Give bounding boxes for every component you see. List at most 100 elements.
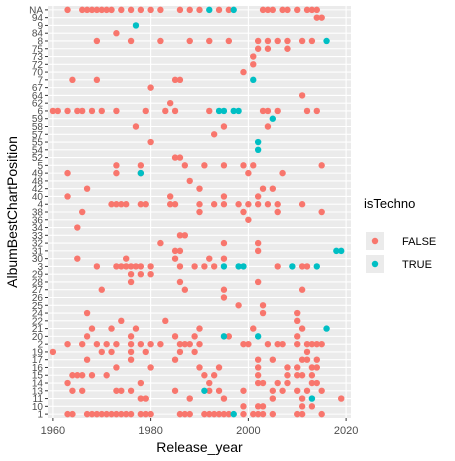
data-point	[220, 333, 228, 340]
data-point	[191, 333, 198, 340]
data-point	[108, 201, 115, 208]
data-point	[240, 403, 247, 410]
data-point	[137, 379, 145, 387]
data-point	[79, 372, 86, 379]
data-point	[83, 333, 91, 340]
data-point	[250, 76, 257, 84]
data-point	[191, 348, 198, 356]
x-tick-label: 1960	[41, 425, 65, 437]
y-tick-label: 11	[33, 394, 44, 405]
data-point	[79, 107, 86, 115]
data-point	[113, 201, 120, 208]
y-tick-label: 27	[32, 285, 44, 296]
data-point	[289, 263, 296, 270]
y-tick-label: 48	[32, 176, 44, 187]
data-point	[176, 154, 184, 161]
data-point	[69, 387, 76, 394]
data-point	[142, 410, 149, 418]
data-point	[284, 45, 291, 52]
data-point	[83, 6, 91, 14]
data-point	[103, 6, 110, 14]
data-point	[196, 6, 203, 14]
data-point	[79, 6, 86, 14]
data-points	[49, 6, 345, 418]
y-axis-ticks: 1101113141516171922021222425262728293303…	[29, 5, 48, 421]
data-point	[181, 162, 189, 169]
data-point	[181, 286, 189, 293]
data-point	[127, 37, 135, 45]
x-tick-label: 2020	[334, 425, 358, 437]
data-point	[137, 263, 145, 270]
data-point	[113, 340, 120, 348]
data-point	[83, 309, 91, 317]
data-point	[254, 239, 262, 247]
data-point	[147, 138, 154, 146]
data-point	[225, 333, 233, 340]
data-point	[269, 410, 277, 418]
y-tick-label: 64	[32, 91, 44, 102]
data-point	[298, 201, 306, 208]
data-point	[118, 317, 125, 325]
data-point	[284, 37, 291, 45]
data-point	[235, 263, 242, 270]
data-point	[137, 6, 145, 14]
data-point	[74, 255, 81, 262]
data-point	[220, 286, 228, 293]
data-point	[220, 410, 228, 418]
data-point	[127, 333, 135, 340]
data-point	[264, 37, 272, 45]
data-point	[127, 348, 135, 356]
data-point	[298, 92, 306, 99]
data-point	[206, 255, 213, 262]
y-tick-label: 28	[32, 277, 44, 288]
data-point	[298, 356, 306, 363]
data-point	[298, 372, 306, 379]
data-point	[118, 410, 125, 418]
data-point	[264, 6, 272, 14]
data-point	[103, 340, 110, 348]
data-point	[254, 146, 262, 154]
data-point	[206, 37, 213, 45]
data-point	[215, 6, 223, 14]
data-point	[147, 410, 154, 418]
data-point	[201, 372, 208, 379]
y-tick-label: 7	[37, 75, 43, 86]
data-point	[220, 201, 228, 208]
data-point	[186, 177, 193, 185]
data-point	[127, 270, 135, 278]
data-point	[171, 154, 179, 161]
data-point	[88, 6, 96, 14]
data-point	[308, 364, 316, 371]
data-point	[93, 263, 101, 270]
data-point	[303, 6, 311, 14]
data-point	[225, 410, 233, 418]
y-tick-label: 3	[37, 262, 43, 273]
data-point	[74, 224, 81, 231]
data-point	[166, 201, 174, 208]
data-point	[79, 340, 86, 348]
y-tick-label: 84	[32, 29, 44, 40]
data-point	[313, 6, 320, 14]
data-point	[181, 232, 189, 239]
y-tick-label: 24	[32, 309, 44, 320]
data-point	[127, 278, 135, 286]
data-point	[240, 263, 247, 270]
data-point	[79, 208, 86, 216]
data-point	[294, 372, 301, 379]
data-point	[269, 115, 277, 122]
data-point	[206, 387, 213, 394]
data-point	[157, 340, 164, 348]
data-point	[147, 263, 154, 270]
data-point	[137, 201, 145, 208]
data-point	[113, 410, 120, 418]
data-point	[108, 6, 115, 14]
data-point	[308, 37, 316, 45]
data-point	[254, 403, 262, 410]
data-point	[245, 201, 252, 208]
data-point	[274, 379, 281, 387]
y-tick-label: 38	[32, 208, 44, 219]
data-point	[79, 387, 86, 394]
y-tick-label: 55	[32, 138, 44, 149]
data-point	[318, 162, 325, 169]
data-point	[98, 107, 105, 115]
